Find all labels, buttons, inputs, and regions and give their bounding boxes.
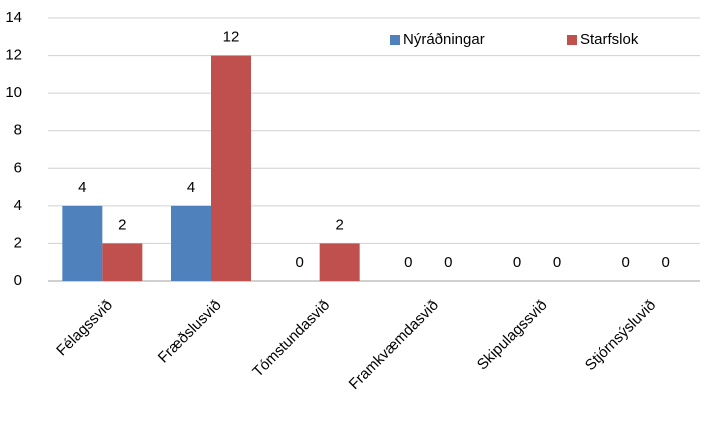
data-label: 0 (553, 254, 561, 271)
y-tick-label: 8 (14, 122, 22, 139)
bar (102, 243, 143, 281)
data-label: 0 (404, 254, 412, 271)
x-tick-label: Stjórnsýsluvið (582, 297, 659, 374)
data-label: 0 (661, 254, 669, 271)
data-label: 2 (118, 216, 126, 233)
bar (62, 205, 103, 281)
y-tick-label: 10 (5, 84, 22, 101)
bar (211, 55, 251, 282)
y-tick-label: 12 (5, 47, 22, 64)
y-tick-label: 6 (14, 159, 22, 176)
x-tick-label: Framkvæmdasvið (346, 297, 442, 393)
data-label: 4 (187, 179, 195, 196)
data-label: 4 (78, 179, 86, 196)
bar (319, 243, 360, 281)
y-tick-label: 0 (14, 272, 22, 289)
legend-label: Nýráðningar (403, 31, 485, 48)
x-tick-label: Fræðslusvið (155, 297, 225, 367)
data-label: 0 (621, 254, 629, 271)
legend-swatch (390, 35, 400, 45)
x-tick-label: Félagssvið (53, 297, 116, 360)
data-label: 2 (335, 216, 343, 233)
data-label: 0 (295, 254, 303, 271)
data-label: 12 (223, 29, 240, 46)
bar (171, 205, 211, 281)
legend-swatch (567, 35, 577, 45)
data-label: 0 (513, 254, 521, 271)
x-tick-label: Skipulagssvið (474, 297, 551, 374)
y-tick-label: 4 (14, 197, 22, 214)
y-tick-label: 2 (14, 234, 22, 251)
y-tick-label: 14 (5, 9, 22, 26)
legend-label: Starfslok (580, 31, 639, 48)
data-label: 0 (444, 254, 452, 271)
x-tick-label: Tómstundasvið (249, 297, 333, 381)
